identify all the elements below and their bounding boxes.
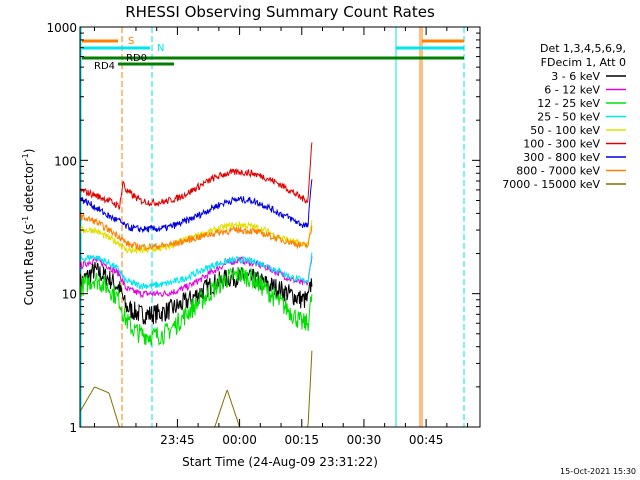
x-tick-label: 00:45 xyxy=(409,433,444,447)
legend-header-2: FDecim 1, Att 0 xyxy=(541,56,626,69)
y-tick-label: 100 xyxy=(54,154,77,168)
series-line-2 xyxy=(79,266,313,347)
legend-label-4: 50 - 100 keV xyxy=(530,124,600,137)
y-axis-label: Count Rate (s-1 detector-1) xyxy=(21,149,36,306)
series-line-0 xyxy=(79,261,313,325)
series-line-6 xyxy=(79,179,313,234)
x-tick-label: 00:15 xyxy=(284,433,319,447)
legend-label-3: 25 - 50 keV xyxy=(537,111,600,124)
flag-label-1: N xyxy=(157,43,164,54)
series-line-7 xyxy=(79,212,313,251)
x-tick-label: 23:45 xyxy=(160,433,195,447)
legend-label-0: 3 - 6 keV xyxy=(551,70,600,83)
legend-label-7: 800 - 7000 keV xyxy=(516,165,600,178)
x-tick-label: 00:00 xyxy=(222,433,257,447)
y-tick-label: 1 xyxy=(69,421,77,435)
y-axis-ticks: 1 10 100 1000 xyxy=(46,21,480,435)
series-line-5 xyxy=(79,142,313,210)
legend-label-5: 100 - 300 keV xyxy=(523,138,600,151)
timestamp: 15-Oct-2021 15:30 xyxy=(560,467,636,476)
flag-label-3: RD4 xyxy=(94,61,115,72)
x-tick-label: 00:30 xyxy=(347,433,382,447)
x-axis-label: Start Time (24-Aug-09 23:31:22) xyxy=(182,455,378,469)
series-layer xyxy=(79,142,313,428)
x-axis-ticks: 23:45 00:00 00:15 00:30 00:45 xyxy=(94,27,469,447)
legend-header-1: Det 1,3,4,5,6,9, xyxy=(540,42,626,55)
y-tick-label: 1000 xyxy=(46,21,77,35)
flag-bars: S N RD0 RD4 xyxy=(80,27,465,427)
y-tick-label: 10 xyxy=(62,288,77,302)
flag-label-0: S xyxy=(128,36,134,47)
series-line-4 xyxy=(79,219,313,255)
chart-title: RHESSI Observing Summary Count Rates xyxy=(125,3,435,21)
legend-label-6: 300 - 800 keV xyxy=(523,151,600,164)
legend-label-2: 12 - 25 keV xyxy=(537,97,600,110)
legend-label-8: 7000 - 15000 keV xyxy=(502,178,600,191)
series-line-3 xyxy=(79,252,313,291)
series-line-8 xyxy=(79,350,313,428)
legend-label-1: 6 - 12 keV xyxy=(544,84,600,97)
plot-frame xyxy=(79,26,481,428)
flag-label-2: RD0 xyxy=(126,53,147,64)
